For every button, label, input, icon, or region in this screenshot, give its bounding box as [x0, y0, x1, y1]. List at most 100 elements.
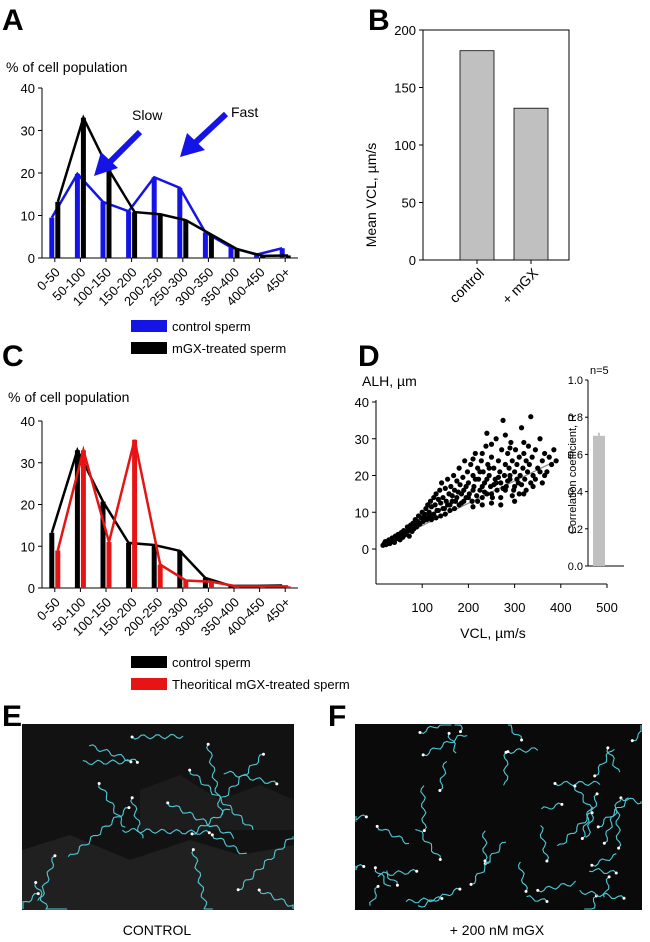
y-tick-label: 30	[21, 124, 35, 139]
sperm-head	[438, 789, 442, 793]
scatter-point	[493, 436, 499, 442]
sperm-track	[238, 836, 294, 891]
sperm-head	[130, 735, 134, 739]
bar-0-9	[279, 248, 285, 258]
scatter-point	[389, 537, 395, 543]
panel-letter-f: F	[328, 700, 346, 733]
scatter-point	[442, 485, 448, 491]
sperm-head	[447, 731, 451, 735]
scatter-point	[542, 450, 548, 457]
bar-1-6	[208, 234, 214, 258]
scatter-point	[426, 513, 432, 519]
scatter-point	[433, 491, 439, 497]
x-tick-label: 450+	[262, 595, 293, 626]
sperm-head	[53, 854, 57, 858]
sperm-head	[553, 782, 557, 786]
sperm-track	[439, 760, 448, 791]
bar-1-5	[183, 580, 189, 588]
sperm-track	[620, 797, 642, 805]
scatter-point	[449, 493, 455, 499]
scatter-point	[421, 515, 428, 521]
scatter-point	[464, 469, 471, 475]
sperm-track	[507, 747, 539, 755]
sperm-track	[537, 880, 577, 893]
scatter-point	[516, 454, 522, 460]
sperm-head	[421, 753, 425, 757]
sperm-head	[376, 884, 380, 888]
panel-c-ylabel: % of cell population	[8, 389, 129, 405]
sperm-track	[584, 895, 597, 910]
bar-0-1	[74, 450, 80, 588]
arrow-fast	[180, 111, 229, 157]
y-tick-label: 150	[394, 81, 416, 96]
scatter-point	[488, 491, 495, 497]
scatter-point	[486, 465, 492, 471]
sperm-head	[458, 887, 462, 891]
scatter-point	[468, 461, 474, 468]
legend-swatch-theoretical-mgx	[131, 678, 167, 690]
sperm-head	[362, 864, 366, 868]
scatter-point	[456, 502, 462, 508]
scatter-point	[511, 483, 518, 490]
scatter-point	[512, 447, 519, 453]
sperm-track	[632, 725, 642, 742]
sperm-track	[594, 748, 615, 777]
scatter-point	[526, 461, 532, 468]
bar-0-4	[151, 544, 157, 588]
sperm-track	[417, 887, 461, 908]
scatter-point	[502, 461, 508, 468]
scatter-point	[454, 478, 460, 484]
scatter-point	[500, 417, 506, 423]
scatter-point	[421, 511, 428, 517]
scatter-point	[491, 465, 497, 471]
y-tick-label: 100	[394, 138, 416, 153]
scatter-point	[456, 465, 462, 471]
y-tick-label: 20	[21, 498, 35, 513]
sperm-track	[503, 752, 509, 786]
inset-y-tick-label: 0.6	[568, 449, 583, 461]
inset-note: n=5	[590, 365, 609, 377]
panel-letter-b: B	[368, 4, 390, 37]
y-tick-label: 10	[21, 539, 35, 554]
scatter-point	[498, 502, 504, 508]
scatter-point	[521, 439, 527, 446]
scatter-point	[488, 500, 495, 506]
scatter-point	[470, 504, 476, 510]
sperm-head	[520, 738, 524, 742]
scatter-point	[537, 436, 543, 442]
scatter-point	[451, 505, 458, 512]
sperm-track	[585, 793, 598, 838]
sperm-track	[454, 724, 463, 732]
sperm-track	[589, 867, 617, 874]
inset-y-tick-label: 1.0	[568, 375, 583, 387]
sperm-head	[166, 801, 170, 805]
scatter-point	[481, 489, 488, 495]
bar-1-6	[208, 581, 214, 588]
sperm-head	[127, 806, 131, 810]
sperm-head	[97, 782, 101, 786]
sperm-head	[590, 863, 594, 867]
sperm-head	[275, 782, 279, 786]
sperm-head	[545, 899, 549, 903]
x-tick-label: 500	[596, 600, 618, 615]
scatter-point	[479, 494, 485, 501]
sperm-track	[556, 812, 593, 847]
bar-0-5	[177, 187, 183, 258]
scatter-point	[384, 540, 391, 547]
scatter-point	[457, 482, 463, 488]
sperm-head	[261, 752, 265, 756]
scatter-point	[472, 476, 478, 482]
sperm-head	[188, 768, 192, 772]
bar-1-3	[132, 212, 138, 258]
scatter-point	[488, 441, 495, 447]
scatter-point	[479, 502, 485, 508]
scatter-point	[449, 498, 455, 504]
sperm-track	[88, 744, 138, 763]
y-tick-label: 20	[21, 166, 35, 181]
scatter-point	[495, 474, 502, 480]
scatter-point	[470, 487, 476, 493]
scatter-point	[498, 494, 504, 501]
panel-b-ylabel: Mean VCL, µm/s	[363, 143, 379, 248]
inset-ylabel: Correlation coefficient, R	[567, 414, 579, 534]
